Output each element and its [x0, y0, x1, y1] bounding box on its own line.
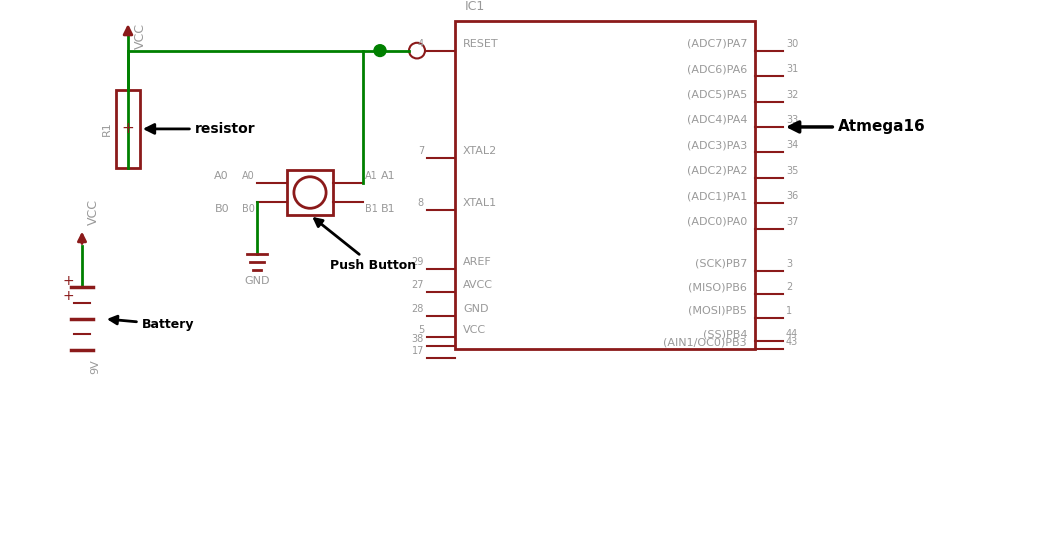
Text: B1: B1	[380, 204, 395, 214]
Text: (ADC6)PA6: (ADC6)PA6	[687, 64, 747, 74]
Text: 44: 44	[786, 329, 798, 339]
Text: B0: B0	[242, 204, 255, 214]
Text: AVCC: AVCC	[463, 280, 493, 291]
Text: Atmega16: Atmega16	[789, 119, 925, 134]
Text: VCC: VCC	[87, 199, 100, 225]
Text: AREF: AREF	[463, 257, 492, 267]
Text: (SCK)PB7: (SCK)PB7	[695, 259, 747, 269]
Text: (ADC4)PA4: (ADC4)PA4	[686, 115, 747, 125]
Text: (SS)PB4: (SS)PB4	[703, 329, 747, 339]
Text: (ADC0)PA0: (ADC0)PA0	[687, 217, 747, 227]
Text: XTAL1: XTAL1	[463, 198, 497, 208]
Text: 8: 8	[417, 198, 424, 208]
Circle shape	[374, 45, 386, 57]
Text: GND: GND	[463, 304, 488, 314]
Text: VCC: VCC	[134, 23, 147, 49]
Text: +: +	[121, 122, 134, 137]
Text: Battery: Battery	[110, 316, 195, 331]
Text: 7: 7	[417, 146, 424, 156]
Bar	[116, 90, 140, 168]
Text: (ADC2)PA2: (ADC2)PA2	[686, 166, 747, 176]
Text: Push Button: Push Button	[314, 219, 416, 272]
Text: 2: 2	[786, 282, 793, 292]
Text: (ADC1)PA1: (ADC1)PA1	[687, 191, 747, 201]
Text: IC1: IC1	[465, 1, 485, 14]
Text: 17: 17	[412, 346, 424, 356]
Bar	[287, 170, 333, 215]
Text: 29: 29	[412, 257, 424, 267]
Text: A0: A0	[214, 171, 229, 181]
Text: XTAL2: XTAL2	[463, 146, 497, 156]
Text: R1: R1	[102, 122, 112, 136]
Text: A1: A1	[365, 171, 377, 181]
Text: resistor: resistor	[145, 122, 256, 136]
Text: GND: GND	[245, 276, 270, 286]
Text: (AIN1/OC0)PB3: (AIN1/OC0)PB3	[663, 337, 747, 347]
Text: 33: 33	[786, 115, 798, 125]
Text: 4: 4	[417, 39, 424, 49]
Text: (MISO)PB6: (MISO)PB6	[688, 282, 747, 292]
Text: 27: 27	[411, 280, 424, 291]
Text: 31: 31	[786, 64, 798, 74]
Text: 36: 36	[786, 191, 798, 201]
Bar	[455, 21, 755, 349]
Text: A1: A1	[380, 171, 395, 181]
Text: 38: 38	[412, 334, 424, 344]
Text: (ADC3)PA3: (ADC3)PA3	[687, 140, 747, 151]
Text: 35: 35	[786, 166, 798, 176]
Text: 28: 28	[412, 304, 424, 314]
Text: B1: B1	[365, 204, 378, 214]
Text: 37: 37	[786, 217, 798, 227]
Text: B0: B0	[214, 204, 229, 214]
Text: 32: 32	[786, 90, 798, 99]
Text: RESET: RESET	[463, 39, 499, 49]
Text: 9V: 9V	[90, 359, 100, 374]
Text: A0: A0	[242, 171, 255, 181]
Text: (MOSI)PB5: (MOSI)PB5	[688, 306, 747, 316]
Text: 43: 43	[786, 337, 798, 347]
Text: 34: 34	[786, 140, 798, 151]
Text: 5: 5	[417, 326, 424, 335]
Text: 3: 3	[786, 259, 793, 269]
Text: 1: 1	[786, 306, 793, 316]
Text: (ADC7)PA7: (ADC7)PA7	[686, 39, 747, 49]
Text: +: +	[62, 289, 74, 303]
Text: (ADC5)PA5: (ADC5)PA5	[687, 90, 747, 99]
Text: 30: 30	[786, 39, 798, 49]
Text: VCC: VCC	[463, 326, 486, 335]
Text: +: +	[62, 274, 74, 288]
